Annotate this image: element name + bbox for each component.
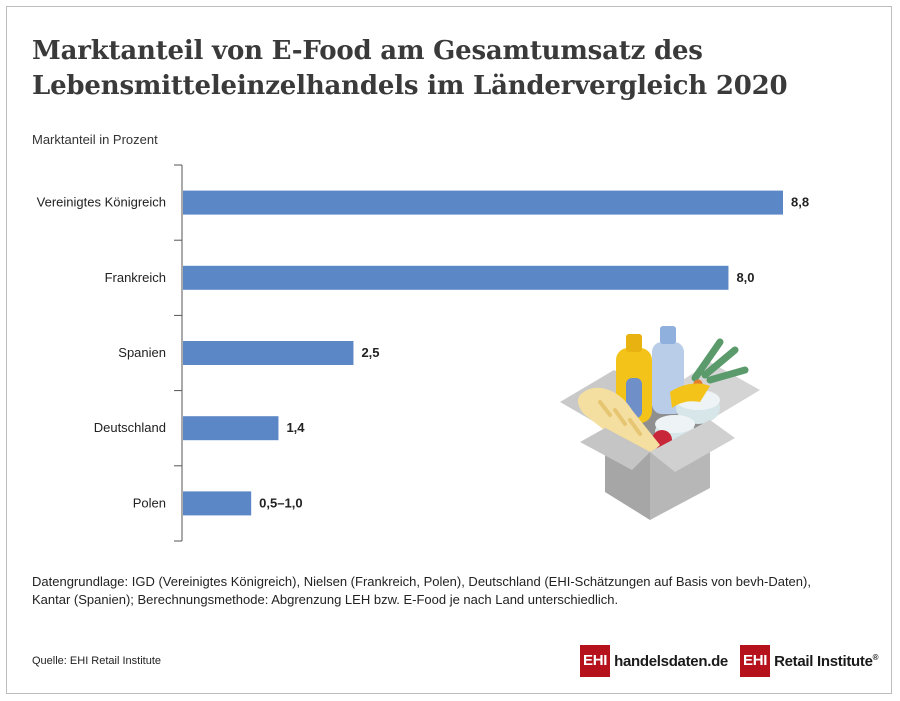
retail-institute-wordmark: Retail Institute® [774,653,878,670]
category-label: Spanien [118,345,166,360]
value-label: 8,0 [736,270,754,285]
bar-0 [183,190,783,215]
ehi-retail-institute-logo[interactable]: EHI Retail Institute® [740,645,879,677]
value-label: 0,5–1,0 [259,495,302,510]
chart-title: Marktanteil von E-Food am Gesamtumsatz d… [32,34,812,104]
bar-1 [183,265,729,290]
handelsdaten-logo[interactable]: EHI handelsdaten.de [580,645,728,677]
handelsdaten-wordmark: handelsdaten.de [614,652,728,670]
note-line-2: Kantar (Spanien); Berechnungsmethode: Ab… [32,592,619,607]
title-line-2: Lebensmitteleinzelhandels im Ländervergl… [32,71,788,101]
data-basis-note: Datengrundlage: IGD (Vereinigtes Königre… [32,573,852,609]
grocery-box-icon [560,326,760,520]
registered-mark: ® [872,652,879,662]
bar-4 [183,491,252,516]
category-label: Frankreich [105,270,166,285]
bar-2 [183,341,354,365]
ehi-logo-box: EHI [580,645,611,677]
bar-3 [183,416,279,441]
source-text: Quelle: EHI Retail Institute [32,655,162,667]
category-label: Vereinigtes Königreich [37,195,166,210]
ehi-logo-box: EHI [740,645,771,677]
chart-frame [6,6,892,694]
value-label: 8,8 [791,195,809,210]
note-line-1: Datengrundlage: IGD (Vereinigtes Königre… [32,574,811,589]
category-label: Deutschland [94,420,166,435]
value-label: 1,4 [286,420,305,435]
retail-institute-text: Retail Institute [774,652,873,670]
value-label: 2,5 [361,345,379,360]
category-label: Polen [133,495,166,510]
axis-unit-label: Marktanteil in Prozent [32,132,158,147]
title-line-1: Marktanteil von E-Food am Gesamtumsatz d… [32,36,703,66]
